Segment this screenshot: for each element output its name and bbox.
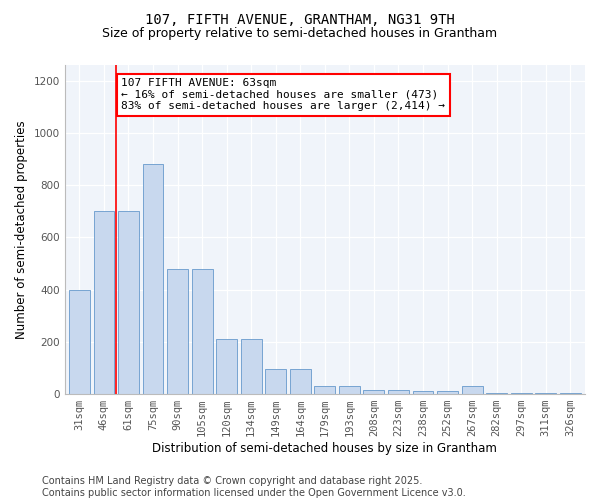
Text: 107 FIFTH AVENUE: 63sqm
← 16% of semi-detached houses are smaller (473)
83% of s: 107 FIFTH AVENUE: 63sqm ← 16% of semi-de… (121, 78, 445, 112)
Y-axis label: Number of semi-detached properties: Number of semi-detached properties (15, 120, 28, 339)
Bar (167, 268, 188, 394)
Bar (241, 339, 262, 394)
Bar (535, 393, 556, 394)
Bar (388, 390, 409, 394)
Bar (290, 370, 311, 394)
Bar (511, 393, 532, 394)
Bar (265, 370, 286, 394)
X-axis label: Distribution of semi-detached houses by size in Grantham: Distribution of semi-detached houses by … (152, 442, 497, 455)
Text: Size of property relative to semi-detached houses in Grantham: Size of property relative to semi-detach… (103, 28, 497, 40)
Text: 107, FIFTH AVENUE, GRANTHAM, NG31 9TH: 107, FIFTH AVENUE, GRANTHAM, NG31 9TH (145, 12, 455, 26)
Bar (437, 392, 458, 394)
Bar (486, 393, 507, 394)
Bar (339, 386, 360, 394)
Bar (69, 290, 90, 394)
Text: Contains HM Land Registry data © Crown copyright and database right 2025.
Contai: Contains HM Land Registry data © Crown c… (42, 476, 466, 498)
Bar (216, 339, 237, 394)
Bar (364, 390, 385, 394)
Bar (413, 392, 433, 394)
Bar (191, 268, 212, 394)
Bar (461, 386, 482, 394)
Bar (94, 212, 115, 394)
Bar (143, 164, 163, 394)
Bar (314, 386, 335, 394)
Bar (118, 212, 139, 394)
Bar (560, 393, 581, 394)
